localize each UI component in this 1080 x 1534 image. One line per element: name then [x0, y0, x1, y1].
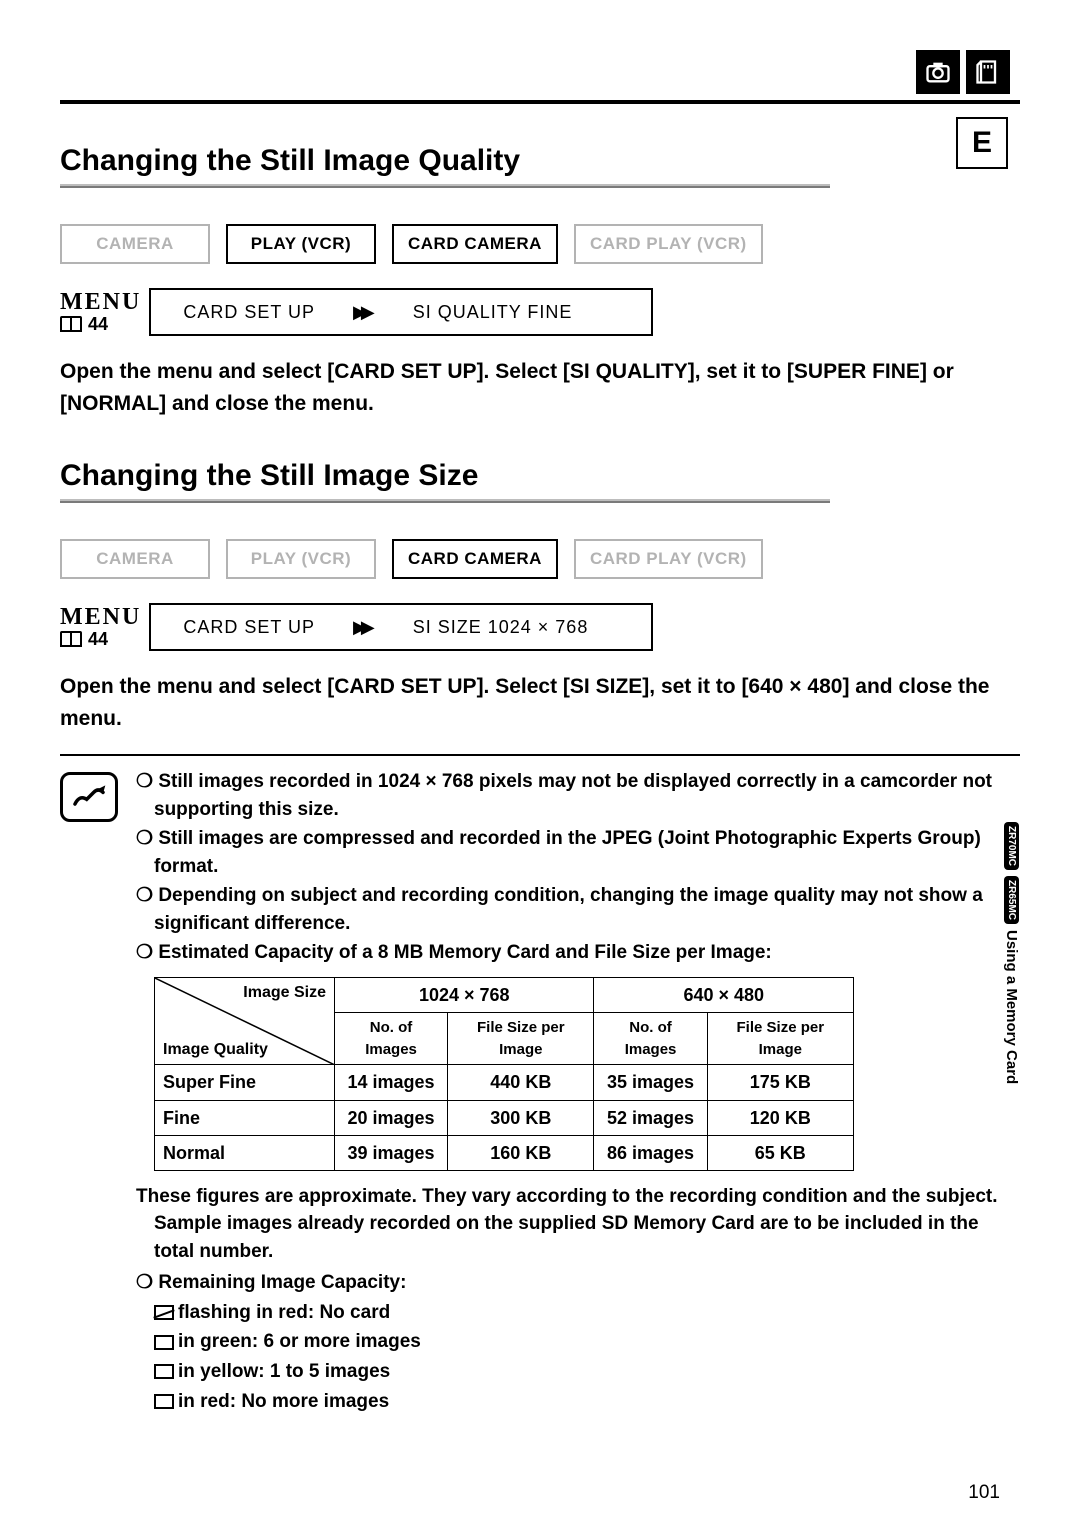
side-label: Using a Memory Card: [1003, 930, 1020, 1084]
notes-list: Still images recorded in 1024 × 768 pixe…: [136, 768, 1020, 1417]
mode-camera: CAMERA: [60, 224, 210, 264]
diag-top: Image Size: [243, 981, 326, 1004]
card-green-icon: [154, 1335, 174, 1350]
model-pill-2: ZR65MC: [1004, 876, 1019, 924]
mode-card-camera-2: CARD CAMERA: [392, 539, 558, 579]
chevron-right-icon-2: ▶▶: [347, 617, 381, 638]
menu-word: MENU: [60, 290, 141, 314]
nocard-icon: [154, 1305, 174, 1320]
section1-instruction: Open the menu and select [CARD SET UP]. …: [60, 356, 1020, 419]
note-1: Still images recorded in 1024 × 768 pixe…: [136, 768, 1020, 823]
capacity-title: Remaining Image Capacity:: [136, 1269, 1020, 1297]
section1-menu-block: MENU 44 CARD SET UP ▶▶ SI QUALITY FINE: [60, 288, 1020, 336]
section2-modes: CAMERA PLAY (VCR) CARD CAMERA CARD PLAY …: [60, 539, 1020, 579]
notes-icon: [60, 772, 118, 822]
menu-cell-1b: CARD SET UP: [151, 605, 347, 649]
section2-underline: [60, 499, 830, 503]
card-red-icon: [154, 1394, 174, 1409]
section2-instruction: Open the menu and select [CARD SET UP]. …: [60, 671, 1020, 734]
menu-cell-2: SI QUALITY FINE: [381, 290, 651, 334]
mode-icons: [916, 50, 1010, 94]
book-icon-2: [60, 631, 82, 647]
book-icon: [60, 316, 82, 332]
section2-title: Changing the Still Image Size: [60, 459, 1020, 493]
menu-cell-2b: SI SIZE 1024 × 768: [381, 605, 651, 649]
sub-h-1: No. of Images: [335, 1012, 448, 1065]
table-diag-header: Image Size Image Quality: [155, 977, 335, 1065]
card-yellow-icon: [154, 1364, 174, 1379]
sub-h-4: File Size per Image: [707, 1012, 853, 1065]
mode-camera-2: CAMERA: [60, 539, 210, 579]
card-icon: [966, 50, 1010, 94]
section1-modes: CAMERA PLAY (VCR) CARD CAMERA CARD PLAY …: [60, 224, 1020, 264]
diag-bot: Image Quality: [163, 1038, 268, 1061]
mode-card-play-vcr: CARD PLAY (VCR): [574, 224, 763, 264]
cap-line-3: in yellow: 1 to 5 images: [136, 1358, 1020, 1386]
after-table-text: These figures are approximate. They vary…: [154, 1183, 1020, 1266]
table-row: Super Fine 14 images 440 KB 35 images 17…: [155, 1065, 854, 1100]
notes-block: Still images recorded in 1024 × 768 pixe…: [60, 768, 1020, 1417]
menu-cell-1: CARD SET UP: [151, 290, 347, 334]
page-number: 101: [968, 1482, 1000, 1504]
notes-rule: [60, 754, 1020, 756]
size-header-1: 1024 × 768: [335, 977, 594, 1012]
note-3: Depending on subject and recording condi…: [136, 882, 1020, 937]
language-box: E: [956, 117, 1008, 169]
mode-card-camera: CARD CAMERA: [392, 224, 558, 264]
table-row: Normal 39 images 160 KB 86 images 65 KB: [155, 1135, 854, 1170]
sub-h-2: File Size per Image: [448, 1012, 594, 1065]
section1-underline: [60, 184, 830, 188]
section1-menu-path: CARD SET UP ▶▶ SI QUALITY FINE: [149, 288, 652, 336]
section2-menu-block: MENU 44 CARD SET UP ▶▶ SI SIZE 1024 × 76…: [60, 603, 1020, 651]
menu-ref: 44: [88, 314, 108, 335]
cap-line-4: in red: No more images: [136, 1388, 1020, 1416]
cap-line-1: flashing in red: No card: [136, 1299, 1020, 1327]
note-4: Estimated Capacity of a 8 MB Memory Card…: [136, 939, 1020, 967]
chevron-right-icon: ▶▶: [347, 302, 381, 323]
table-row: Fine 20 images 300 KB 52 images 120 KB: [155, 1100, 854, 1135]
sub-h-3: No. of Images: [594, 1012, 707, 1065]
mode-play-vcr-2: PLAY (VCR): [226, 539, 376, 579]
mode-play-vcr: PLAY (VCR): [226, 224, 376, 264]
section1-title: Changing the Still Image Quality: [60, 144, 1020, 178]
size-header-2: 640 × 480: [594, 977, 854, 1012]
menu-word-2: MENU: [60, 605, 141, 629]
menu-ref-2: 44: [88, 629, 108, 650]
note-2: Still images are compressed and recorded…: [136, 825, 1020, 880]
cap-line-2: in green: 6 or more images: [136, 1328, 1020, 1356]
model-pill-1: ZR70MC: [1004, 822, 1019, 870]
mode-card-play-vcr-2: CARD PLAY (VCR): [574, 539, 763, 579]
capacity-table: Image Size Image Quality 1024 × 768 640 …: [154, 977, 854, 1171]
camera-icon: [916, 50, 960, 94]
section2-menu-path: CARD SET UP ▶▶ SI SIZE 1024 × 768: [149, 603, 652, 651]
top-rule: [60, 100, 1020, 104]
side-tab: ZR70MC ZR65MC Using a Memory Card: [1003, 822, 1020, 1084]
